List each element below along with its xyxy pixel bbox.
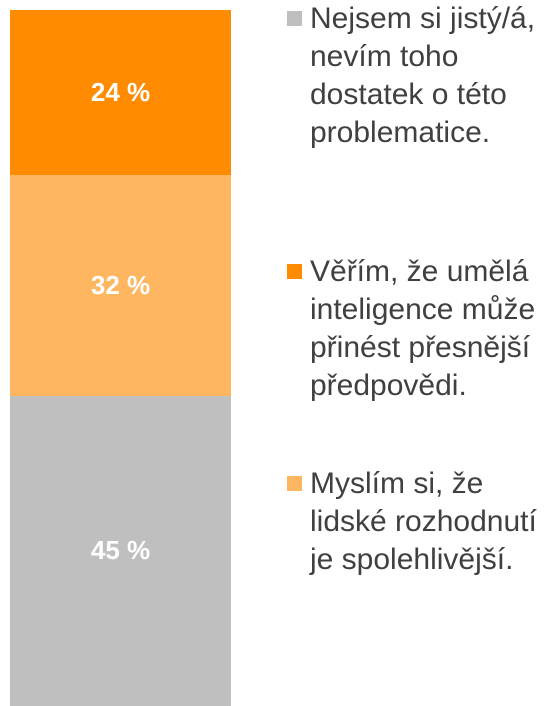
legend-label: Nejsem si jistý/á, nevím toho dostatek o… bbox=[310, 2, 536, 149]
legend-swatch bbox=[287, 476, 302, 491]
legend-item: Věřím, že umělá inteligence může přinést… bbox=[287, 253, 555, 405]
legend-swatch bbox=[287, 264, 302, 279]
legend-label: Věřím, že umělá inteligence může přinést… bbox=[310, 255, 536, 402]
bar-segment: 24 % bbox=[10, 10, 231, 176]
legend-item: Nejsem si jistý/á, nevím toho dostatek o… bbox=[287, 0, 555, 152]
bar-segment: 32 % bbox=[10, 175, 231, 396]
data-label: 45 % bbox=[90, 535, 151, 566]
data-label: 32 % bbox=[90, 270, 151, 301]
legend-label: Myslím si, že lidské rozhodnutí je spole… bbox=[310, 467, 537, 576]
legend-item: Myslím si, že lidské rozhodnutí je spole… bbox=[287, 465, 555, 579]
data-label: 24 % bbox=[90, 77, 151, 108]
bar-segment: 45 % bbox=[10, 395, 231, 706]
legend-swatch bbox=[287, 11, 302, 26]
